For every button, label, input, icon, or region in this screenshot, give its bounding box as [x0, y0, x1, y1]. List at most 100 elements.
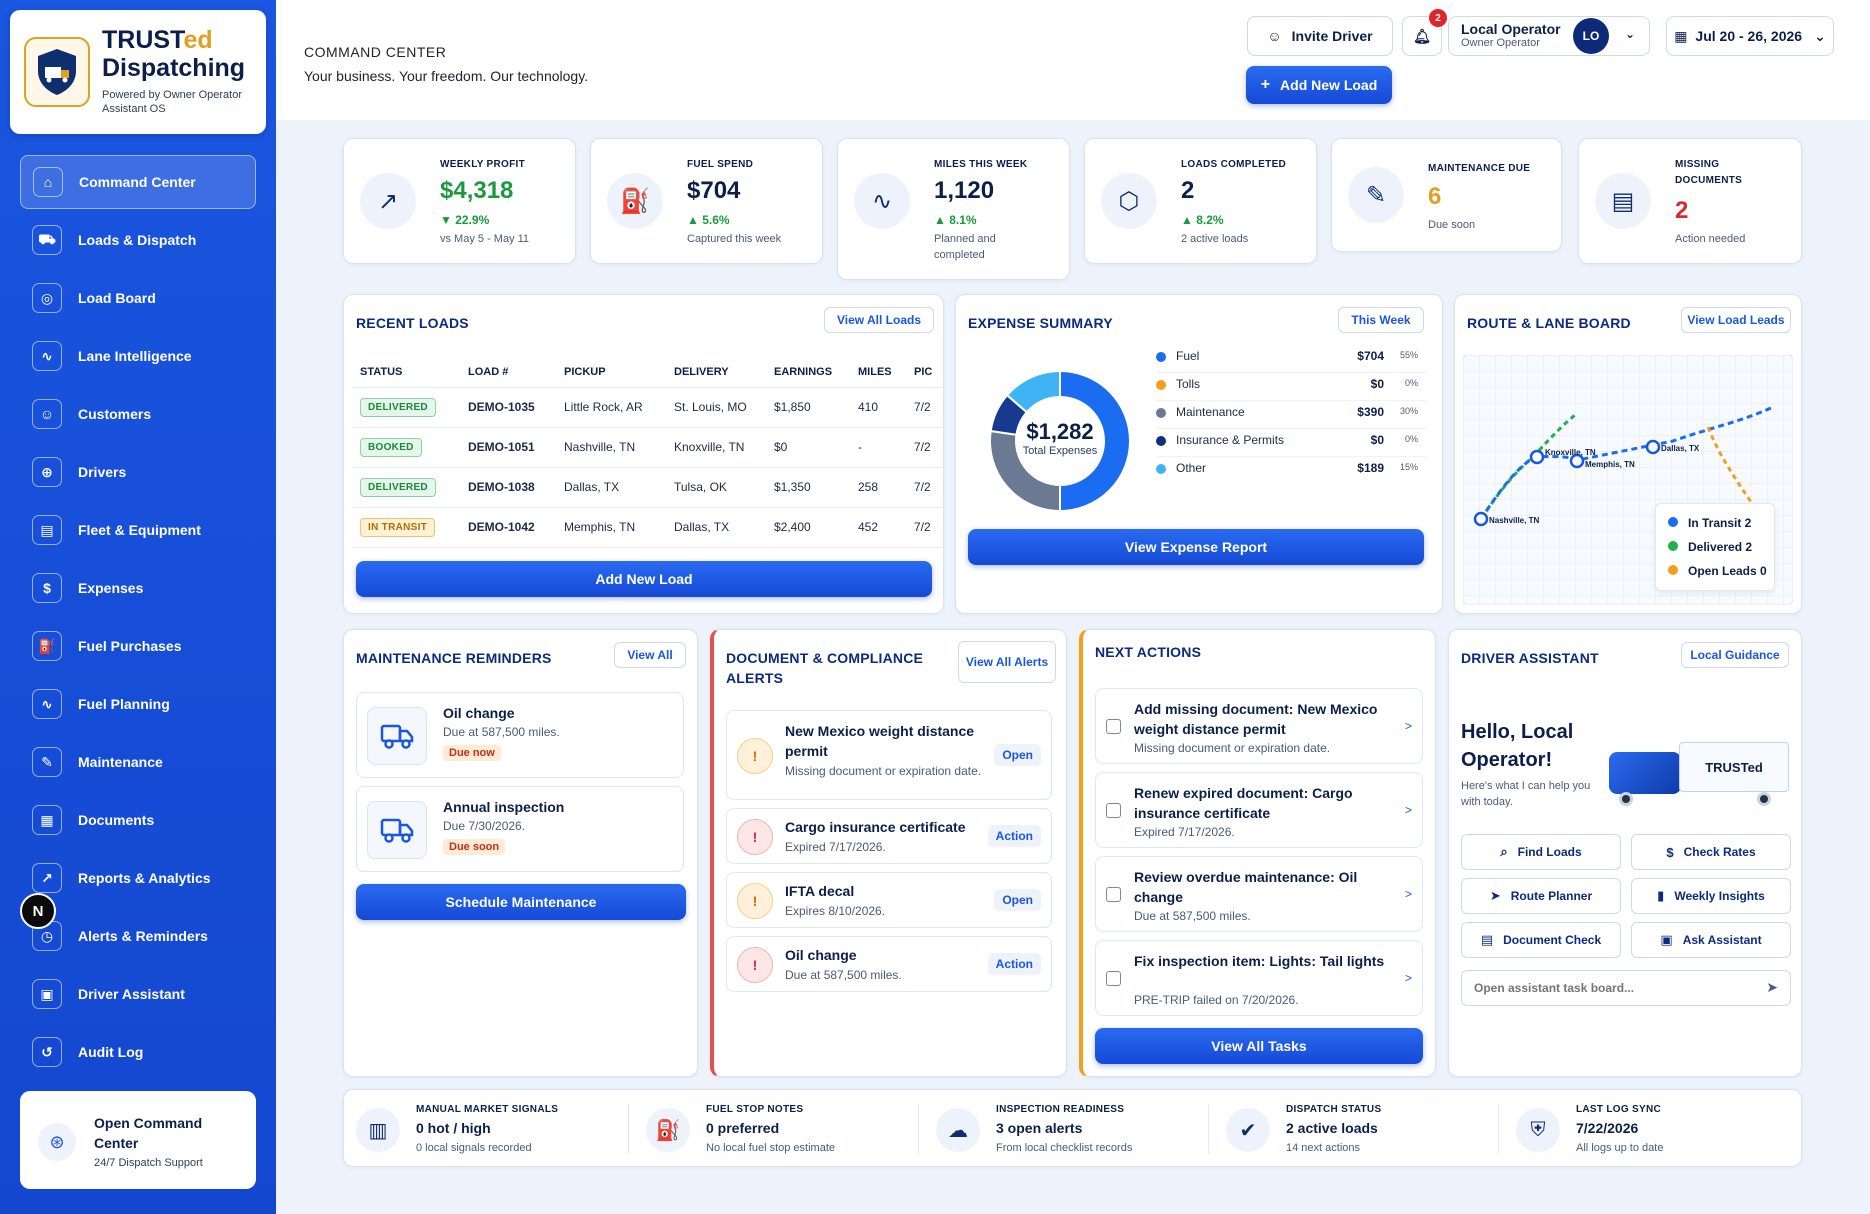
kpi-label: WEEKLY PROFIT	[440, 159, 526, 170]
support-title: Open Command Center	[94, 1115, 203, 1151]
task-checkbox[interactable]	[1106, 887, 1121, 902]
truck-icon	[367, 801, 427, 859]
stat-fuel-stop-notes: ⛽ FUEL STOP NOTES 0 preferred No local fuel…	[634, 1090, 924, 1168]
task-item[interactable]: Fix inspection item: Lights: Tail lights…	[1095, 940, 1423, 1016]
date-range-picker[interactable]: ▦ Jul 20 - 26, 2026 ⌄	[1666, 16, 1834, 56]
legend-percent: 55%	[1399, 350, 1418, 360]
task-checkbox[interactable]	[1106, 971, 1121, 986]
load-id-link[interactable]: DEMO-1035	[460, 387, 556, 428]
load-id-link[interactable]: DEMO-1051	[460, 427, 556, 468]
ask-assistant-button[interactable]: ▣ Ask Assistant	[1631, 922, 1791, 958]
task-item[interactable]: Add missing document: New Mexico weight …	[1095, 688, 1423, 764]
loads-table: STATUS LOAD # PICKUP DELIVERY EARNINGS MILES P…	[352, 357, 942, 548]
view-load-leads-button[interactable]: View Load Leads	[1681, 307, 1791, 333]
maintenance-due: Due at 587,500 miles.	[443, 725, 560, 739]
lifebuoy-icon: ⊛	[38, 1123, 76, 1161]
compliance-alert-item[interactable]: ! Oil change Due at 587,500 miles. Action	[726, 936, 1052, 992]
sidebar-item-label: Fleet & Equipment	[78, 522, 201, 538]
table-row[interactable]: IN TRANSIT DEMO-1042 Memphis, TN Dallas, TX…	[352, 507, 942, 548]
support-card[interactable]: ⊛ Open Command Center 24/7 Dispatch Supp…	[20, 1091, 256, 1189]
sidebar-item-audit-log[interactable]: ↺ Audit Log	[20, 1025, 256, 1079]
total-expenses-value: $1,282	[1026, 419, 1094, 444]
add-new-load-button[interactable]: + Add New Load	[1246, 66, 1392, 104]
package-icon: ⬡	[1101, 173, 1157, 229]
truck-icon	[367, 707, 427, 765]
period-selector[interactable]: This Week	[1338, 307, 1424, 333]
sidebar-item-lane-intelligence[interactable]: ∿ Lane Intelligence	[20, 329, 256, 383]
sidebar-item-fuel-planning[interactable]: ∿ Fuel Planning	[20, 677, 256, 731]
kpi-note: Action needed	[1675, 233, 1746, 245]
task-checkbox[interactable]	[1106, 719, 1121, 734]
sidebar-item-drivers[interactable]: ⊕ Drivers	[20, 445, 256, 499]
table-row[interactable]: BOOKED DEMO-1051 Nashville, TN Knoxville, T…	[352, 427, 942, 468]
schedule-maintenance-button[interactable]: Schedule Maintenance	[356, 884, 686, 920]
task-title: Review overdue maintenance: Oil change	[1134, 869, 1358, 905]
document-check-button[interactable]: ▤ Document Check	[1461, 922, 1621, 958]
find-loads-button[interactable]: ⌕ Find Loads	[1461, 834, 1621, 870]
chevron-right-icon: >	[1404, 971, 1412, 985]
shield-check-icon: ⛨	[1516, 1108, 1560, 1152]
sidebar-item-label: Audit Log	[78, 1044, 144, 1060]
legend-name: Tolls	[1176, 377, 1201, 391]
load-id-link[interactable]: DEMO-1038	[460, 467, 556, 508]
sidebar-item-customers[interactable]: ☺ Customers	[20, 387, 256, 441]
task-item[interactable]: Review overdue maintenance: Oil change Du…	[1095, 856, 1423, 932]
alert-title: IFTA decal	[785, 883, 855, 899]
view-all-maintenance-button[interactable]: View All	[614, 642, 686, 668]
stat-label: FUEL STOP NOTES	[706, 1104, 804, 1115]
sidebar-item-fuel-purchases[interactable]: ⛽ Fuel Purchases	[20, 619, 256, 673]
task-item[interactable]: Renew expired document: Cargo insurance …	[1095, 772, 1423, 848]
send-icon[interactable]: ➤	[1766, 979, 1778, 995]
expense-legend-row: Other $189 15%	[1156, 459, 1426, 485]
assistant-bubble[interactable]: N	[20, 893, 56, 929]
invite-driver-button[interactable]: ☺ Invite Driver	[1247, 16, 1393, 56]
maintenance-title: Annual inspection	[443, 799, 565, 815]
sidebar-nav: ⌂ Command Center ⛟ Loads & Dispatch ◎ Load Bo…	[20, 155, 256, 1083]
alert-action-button[interactable]: Action	[987, 825, 1041, 847]
load-id-link[interactable]: DEMO-1042	[460, 507, 556, 548]
legend-label: Delivered 2	[1688, 540, 1753, 554]
task-checkbox[interactable]	[1106, 803, 1121, 818]
status-cell: DELIVERED	[352, 467, 460, 508]
notifications-button[interactable]: 🔔︎ 2	[1402, 9, 1447, 56]
sidebar-item-label: Documents	[78, 812, 155, 828]
sidebar-item-maintenance[interactable]: ✎ Maintenance	[20, 735, 256, 789]
sidebar-item-fleet-equipment[interactable]: ▤ Fleet & Equipment	[20, 503, 256, 557]
view-all-tasks-button[interactable]: View All Tasks	[1095, 1028, 1423, 1064]
sidebar-item-documents[interactable]: ▦ Documents	[20, 793, 256, 847]
compliance-alert-item[interactable]: ! IFTA decal Expires 8/10/2026. Open	[726, 872, 1052, 928]
maintenance-item[interactable]: Oil change Due at 587,500 miles. Due now	[356, 692, 684, 778]
view-all-alerts-button[interactable]: View All Alerts	[958, 641, 1056, 683]
sidebar-item-expenses[interactable]: $ Expenses	[20, 561, 256, 615]
chevron-right-icon: >	[1404, 719, 1412, 733]
sidebar-item-reports-analytics[interactable]: ↗ Reports & Analytics	[20, 851, 256, 905]
user-menu[interactable]: Local Operator Owner Operator LO ⌄	[1448, 16, 1650, 56]
view-expense-report-button[interactable]: View Expense Report	[968, 529, 1424, 565]
local-guidance-button[interactable]: Local Guidance	[1681, 642, 1789, 668]
assistant-task-input[interactable]	[1474, 971, 1754, 1005]
alert-action-button[interactable]: Open	[994, 744, 1041, 766]
weekly-insights-button[interactable]: ▮ Weekly Insights	[1631, 878, 1791, 914]
table-row[interactable]: DELIVERED DEMO-1038 Dallas, TX Tulsa, OK $1,…	[352, 467, 942, 508]
maintenance-item[interactable]: Annual inspection Due 7/30/2026. Due soon	[356, 786, 684, 872]
sidebar-item-command-center[interactable]: ⌂ Command Center	[20, 155, 256, 209]
miles-cell: 410	[850, 387, 906, 428]
view-all-loads-button[interactable]: View All Loads	[824, 307, 934, 333]
sidebar-item-load-board[interactable]: ◎ Load Board	[20, 271, 256, 325]
pickup-cell: Little Rock, AR	[556, 387, 666, 428]
check-rates-button[interactable]: $ Check Rates	[1631, 834, 1791, 870]
sidebar-item-loads-dispatch[interactable]: ⛟ Loads & Dispatch	[20, 213, 256, 267]
sidebar-item-alerts-reminders[interactable]: ◷ Alerts & Reminders	[20, 909, 256, 963]
sidebar-item-driver-assistant[interactable]: ▣ Driver Assistant	[20, 967, 256, 1021]
compliance-alert-item[interactable]: ! Cargo insurance certificate Expired 7/17…	[726, 808, 1052, 864]
compliance-alert-item[interactable]: ! New Mexico weight distance permit Missin…	[726, 710, 1052, 800]
alert-action-button[interactable]: Action	[987, 953, 1041, 975]
delivery-cell: Knoxville, TN	[666, 427, 766, 468]
brand-subtitle: Powered by Owner Operator Assistant OS	[102, 89, 243, 115]
table-row[interactable]: DELIVERED DEMO-1035 Little Rock, AR St. Lou…	[352, 387, 942, 428]
column-header: DELIVERY	[666, 357, 766, 388]
route-planner-button[interactable]: ➤ Route Planner	[1461, 878, 1621, 914]
add-new-load-button[interactable]: Add New Load	[356, 561, 932, 597]
due-badge: Due now	[443, 745, 501, 761]
alert-action-button[interactable]: Open	[994, 889, 1041, 911]
